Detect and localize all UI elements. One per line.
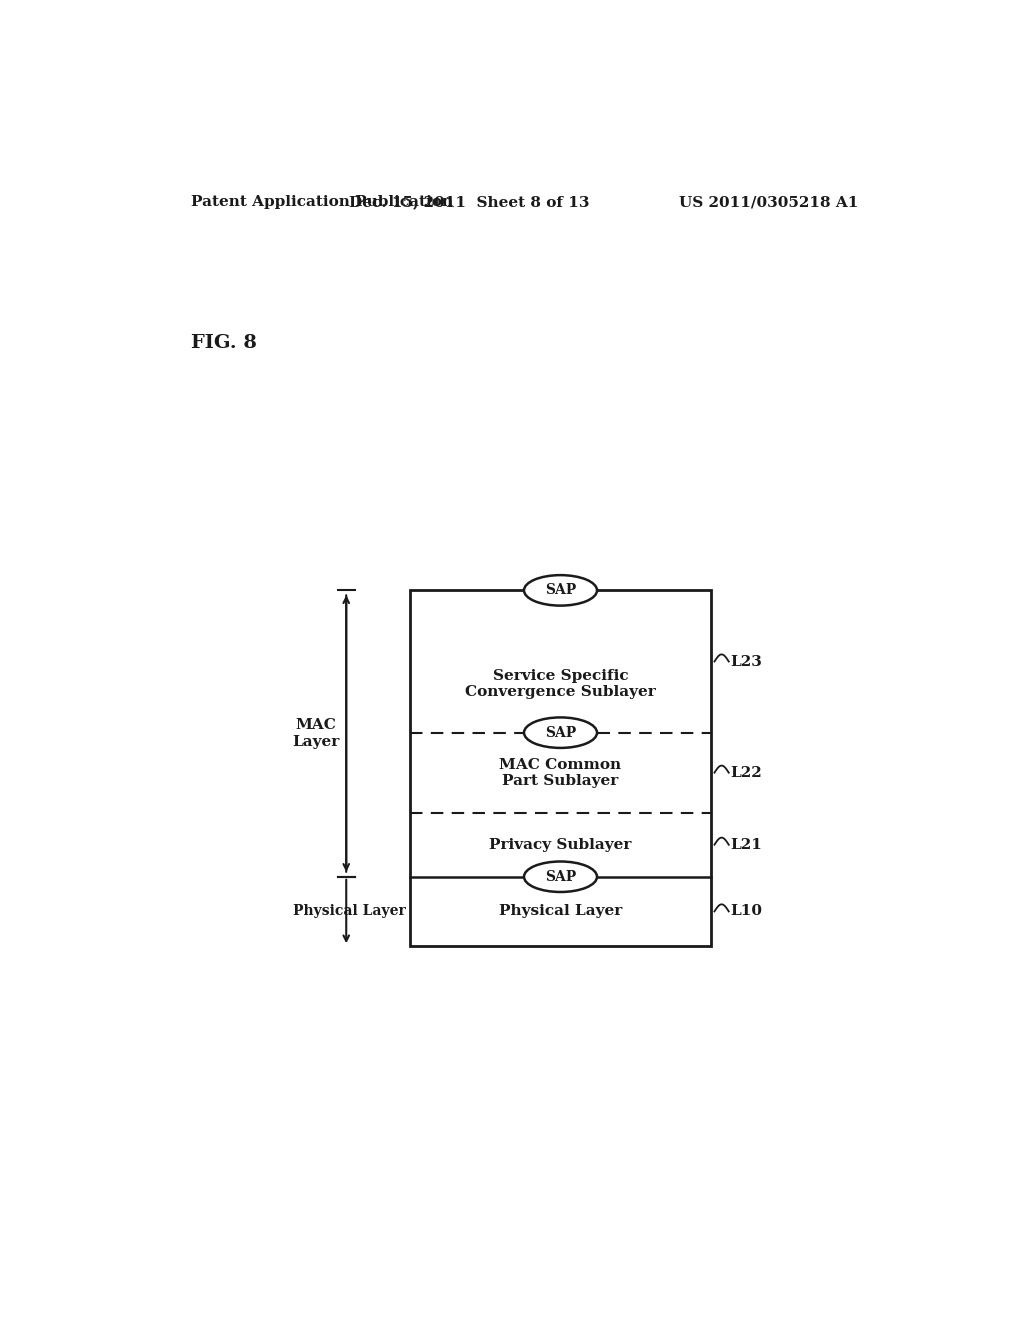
Ellipse shape bbox=[524, 862, 597, 892]
Text: Dec. 15, 2011  Sheet 8 of 13: Dec. 15, 2011 Sheet 8 of 13 bbox=[349, 195, 590, 209]
Ellipse shape bbox=[524, 576, 597, 606]
Text: SAP: SAP bbox=[545, 870, 577, 884]
Text: L10: L10 bbox=[730, 904, 762, 919]
Text: US 2011/0305218 A1: US 2011/0305218 A1 bbox=[679, 195, 858, 209]
Bar bbox=[410, 590, 712, 946]
Text: SAP: SAP bbox=[545, 726, 577, 739]
Text: MAC
Layer: MAC Layer bbox=[293, 718, 340, 748]
Text: L21: L21 bbox=[730, 838, 762, 851]
Text: Privacy Sublayer: Privacy Sublayer bbox=[489, 838, 632, 851]
Text: Patent Application Publication: Patent Application Publication bbox=[191, 195, 454, 209]
Text: Service Specific
Convergence Sublayer: Service Specific Convergence Sublayer bbox=[465, 669, 656, 700]
Ellipse shape bbox=[524, 718, 597, 748]
Text: L22: L22 bbox=[730, 766, 762, 780]
Text: FIG. 8: FIG. 8 bbox=[191, 334, 257, 352]
Text: SAP: SAP bbox=[545, 583, 577, 598]
Text: MAC Common
Part Sublayer: MAC Common Part Sublayer bbox=[500, 758, 622, 788]
Text: Physical Layer: Physical Layer bbox=[499, 904, 623, 919]
Text: L23: L23 bbox=[730, 655, 762, 668]
Text: Physical Layer: Physical Layer bbox=[293, 904, 406, 919]
